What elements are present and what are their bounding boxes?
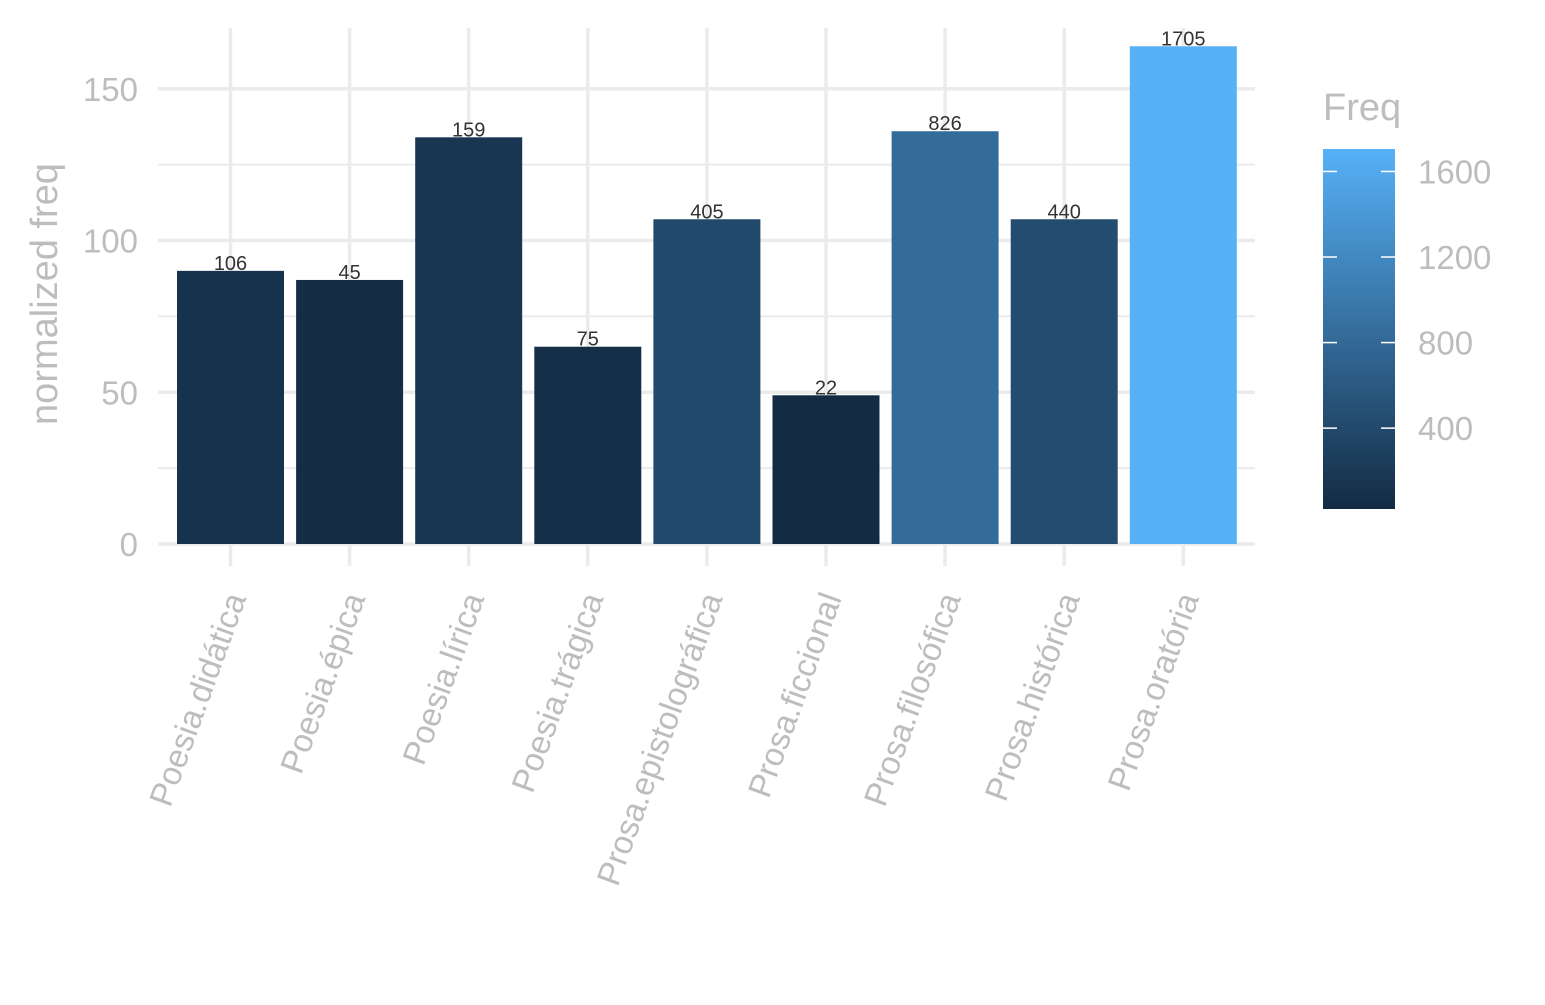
y-axis-title: normalized freq xyxy=(24,163,66,425)
y-tick-label: 0 xyxy=(120,526,138,563)
x-tick-label: Poesia.lírica xyxy=(395,587,491,769)
legend-tick-label: 1600 xyxy=(1418,153,1491,190)
x-tick-label: Poesia.trágica xyxy=(504,587,611,797)
data-label: 405 xyxy=(690,201,723,223)
legend-tick-label: 400 xyxy=(1418,410,1473,447)
bar xyxy=(772,395,880,544)
bars-layer xyxy=(177,46,1237,545)
y-tick-label: 150 xyxy=(83,71,138,108)
data-label: 159 xyxy=(452,119,485,141)
legend: Freq 400 800 1200 1600 xyxy=(1323,87,1491,509)
legend-tick-label: 800 xyxy=(1418,325,1473,362)
data-label: 106 xyxy=(214,253,247,275)
bar xyxy=(534,346,642,544)
legend-tick-label: 1200 xyxy=(1418,239,1491,276)
data-label: 826 xyxy=(928,113,961,135)
x-tick-label: Prosa.histórica xyxy=(977,587,1087,805)
bar xyxy=(653,219,761,544)
data-label: 1705 xyxy=(1161,28,1206,50)
x-axis: Poesia.didática Poesia.épica Poesia.lírica… xyxy=(142,587,1206,890)
bar xyxy=(1010,219,1118,544)
y-axis: 0 50 100 150 xyxy=(83,71,138,563)
bar xyxy=(177,270,284,544)
x-tick-label: Prosa.oratória xyxy=(1100,587,1206,795)
x-tick-label: Poesia.didática xyxy=(142,587,254,811)
legend-colorbar xyxy=(1323,149,1395,509)
y-tick-label: 100 xyxy=(83,223,138,260)
legend-ticks: 400 800 1200 1600 xyxy=(1323,153,1491,447)
bar xyxy=(1129,46,1237,544)
x-tick-label: Prosa.ficcional xyxy=(740,588,848,802)
bar xyxy=(891,131,999,545)
bar xyxy=(415,137,523,544)
x-tick-label: Prosa.epistolográfica xyxy=(589,587,729,890)
legend-title: Freq xyxy=(1323,87,1401,129)
x-tick-label: Poesia.épica xyxy=(273,587,373,778)
y-tick-label: 50 xyxy=(101,374,138,411)
x-tick-label: Prosa.filosófica xyxy=(856,587,968,811)
data-labels-layer: 106 45 159 75 405 22 826 440 1705 xyxy=(214,28,1206,399)
data-label: 22 xyxy=(815,377,837,399)
data-label: 75 xyxy=(577,329,599,351)
data-label: 440 xyxy=(1048,201,1081,223)
bar xyxy=(296,279,404,544)
data-label: 45 xyxy=(338,262,360,284)
